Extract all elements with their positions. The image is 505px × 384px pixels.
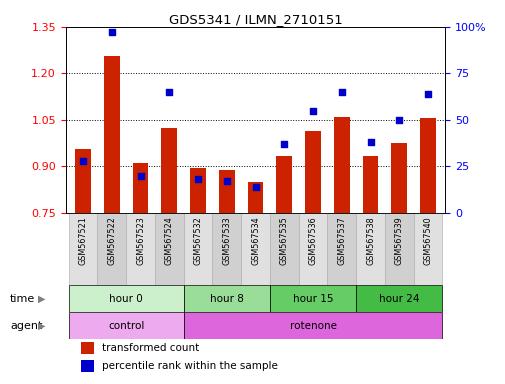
Bar — [269, 213, 298, 285]
Bar — [183, 312, 441, 339]
Point — [136, 173, 144, 179]
Text: GSM567538: GSM567538 — [365, 217, 374, 265]
Text: hour 15: hour 15 — [292, 294, 333, 304]
Text: hour 8: hour 8 — [210, 294, 243, 304]
Text: GSM567522: GSM567522 — [107, 217, 116, 265]
Bar — [75, 149, 91, 213]
Point — [309, 108, 317, 114]
Bar — [327, 213, 356, 285]
Text: GSM567532: GSM567532 — [193, 217, 202, 265]
Bar — [97, 213, 126, 285]
Point — [423, 91, 431, 97]
Bar — [69, 213, 97, 285]
Text: agent: agent — [10, 321, 42, 331]
Point — [366, 139, 374, 145]
Bar — [419, 118, 435, 213]
Bar — [161, 128, 177, 213]
Bar — [390, 143, 407, 213]
Bar — [132, 163, 148, 213]
Bar — [362, 156, 378, 213]
Text: ▶: ▶ — [38, 321, 45, 331]
Bar — [356, 285, 441, 312]
Bar — [212, 213, 241, 285]
Text: time: time — [10, 294, 35, 304]
Text: hour 0: hour 0 — [109, 294, 143, 304]
Text: control: control — [108, 321, 144, 331]
Bar — [81, 342, 94, 354]
Text: GSM567537: GSM567537 — [337, 217, 345, 265]
Bar — [333, 117, 349, 213]
Point — [394, 117, 402, 123]
Bar — [241, 213, 269, 285]
Bar — [247, 182, 263, 213]
Text: GSM567535: GSM567535 — [279, 217, 288, 265]
Text: GSM567523: GSM567523 — [136, 217, 145, 265]
Bar — [269, 285, 356, 312]
Text: GSM567540: GSM567540 — [423, 217, 432, 265]
Bar — [155, 213, 183, 285]
Point — [251, 184, 259, 190]
Bar — [104, 56, 120, 213]
Bar — [183, 213, 212, 285]
Title: GDS5341 / ILMN_2710151: GDS5341 / ILMN_2710151 — [168, 13, 342, 26]
Text: GSM567534: GSM567534 — [250, 217, 260, 265]
Bar — [305, 131, 320, 213]
Text: GSM567524: GSM567524 — [165, 217, 173, 265]
Text: rotenone: rotenone — [289, 321, 336, 331]
Bar — [69, 285, 183, 312]
Bar — [413, 213, 441, 285]
Bar — [219, 170, 234, 213]
Bar — [183, 285, 269, 312]
Point — [79, 158, 87, 164]
Text: GSM567533: GSM567533 — [222, 217, 231, 265]
Point — [337, 89, 345, 95]
Text: GSM567536: GSM567536 — [308, 217, 317, 265]
Text: hour 24: hour 24 — [378, 294, 419, 304]
Bar — [356, 213, 384, 285]
Point — [165, 89, 173, 95]
Bar — [81, 360, 94, 372]
Point — [193, 176, 201, 182]
Text: percentile rank within the sample: percentile rank within the sample — [102, 361, 277, 371]
Bar — [69, 312, 183, 339]
Bar — [384, 213, 413, 285]
Point — [108, 30, 116, 36]
Text: ▶: ▶ — [38, 294, 45, 304]
Bar — [126, 213, 155, 285]
Bar — [190, 168, 206, 213]
Text: GSM567539: GSM567539 — [394, 217, 403, 265]
Bar — [298, 213, 327, 285]
Bar — [276, 156, 291, 213]
Text: transformed count: transformed count — [102, 343, 198, 353]
Point — [280, 141, 288, 147]
Text: GSM567521: GSM567521 — [78, 217, 87, 265]
Point — [222, 178, 230, 184]
